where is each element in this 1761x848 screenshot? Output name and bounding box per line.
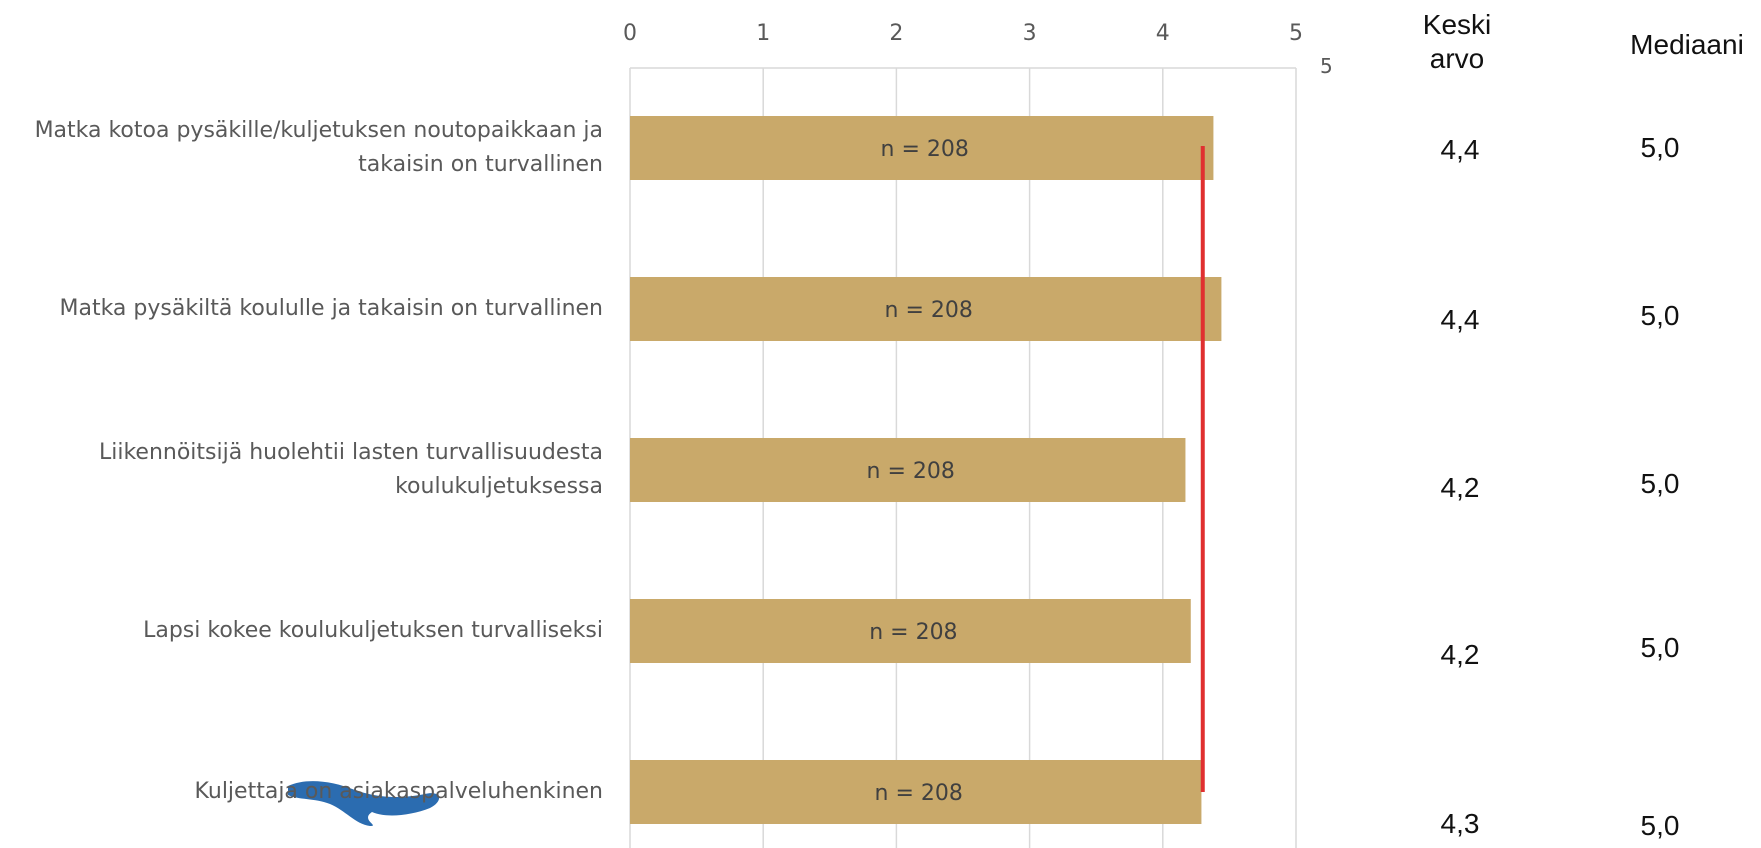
- mean-column-header: Keski arvo: [1392, 8, 1522, 76]
- category-label: Liikennöitsijä huolehtii lasten turvalli…: [0, 436, 603, 504]
- bars: [630, 116, 1222, 824]
- bar-data-label: n = 208: [875, 781, 963, 806]
- bar: [630, 277, 1222, 341]
- bar-data-label: n = 208: [867, 459, 955, 484]
- x-tick-label: 0: [623, 21, 637, 46]
- median-column-header: Mediaani: [1630, 29, 1744, 60]
- mean-header-line-1: Keski: [1422, 9, 1492, 40]
- bar-data-label: n = 208: [885, 298, 973, 323]
- bar: [630, 116, 1214, 180]
- x-tick-label: 5: [1289, 21, 1303, 46]
- category-label-line: koulukuljetuksessa: [395, 474, 603, 499]
- category-label-line: Lapsi kokee koulukuljetuksen turvallisek…: [143, 618, 603, 643]
- category-label: Kuljettaja on asiakaspalveluhenkinen: [0, 775, 603, 809]
- category-label: Lapsi kokee koulukuljetuksen turvallisek…: [0, 614, 603, 648]
- bar: [630, 438, 1186, 502]
- mean-value: 4,3: [1440, 808, 1480, 839]
- median-value: 5,0: [1640, 468, 1680, 499]
- x-axis-ticks: 0 1 2 3 4 5: [623, 21, 1303, 46]
- x-tick-label: 2: [889, 21, 903, 46]
- bar: [630, 599, 1191, 663]
- median-value: 5,0: [1640, 300, 1680, 331]
- category-label: Matka pysäkiltä koululle ja takaisin on …: [0, 292, 603, 326]
- bar-labels: n = 208 n = 208 n = 208 n = 208 n = 208: [867, 137, 973, 806]
- category-label-line: Matka pysäkiltä koululle ja takaisin on …: [59, 296, 603, 321]
- mean-value: 4,4: [1440, 304, 1480, 335]
- stray-axis-tick: 5: [1320, 54, 1333, 78]
- mean-value: 4,2: [1440, 639, 1480, 670]
- x-tick-label: 1: [756, 21, 770, 46]
- x-tick-label: 4: [1156, 21, 1170, 46]
- bar: [630, 760, 1202, 824]
- category-label-line: takaisin on turvallinen: [358, 152, 603, 177]
- median-value: 5,0: [1640, 810, 1680, 841]
- mean-value: 4,2: [1440, 472, 1480, 503]
- mean-header-line-2: arvo: [1429, 43, 1485, 74]
- bar-data-label: n = 208: [881, 137, 969, 162]
- category-label-line: Kuljettaja on asiakaspalveluhenkinen: [194, 779, 603, 804]
- blue-scribble-mark: [288, 781, 440, 826]
- mean-value: 4,4: [1440, 134, 1480, 165]
- median-value: 5,0: [1640, 632, 1680, 663]
- category-label-line: Liikennöitsijä huolehtii lasten turvalli…: [98, 440, 603, 465]
- category-label: Matka kotoa pysäkille/kuljetuksen noutop…: [0, 114, 603, 182]
- bar-data-label: n = 208: [869, 620, 957, 645]
- median-value: 5,0: [1640, 132, 1680, 163]
- x-tick-label: 3: [1023, 21, 1037, 46]
- category-label-line: Matka kotoa pysäkille/kuljetuksen noutop…: [34, 118, 603, 143]
